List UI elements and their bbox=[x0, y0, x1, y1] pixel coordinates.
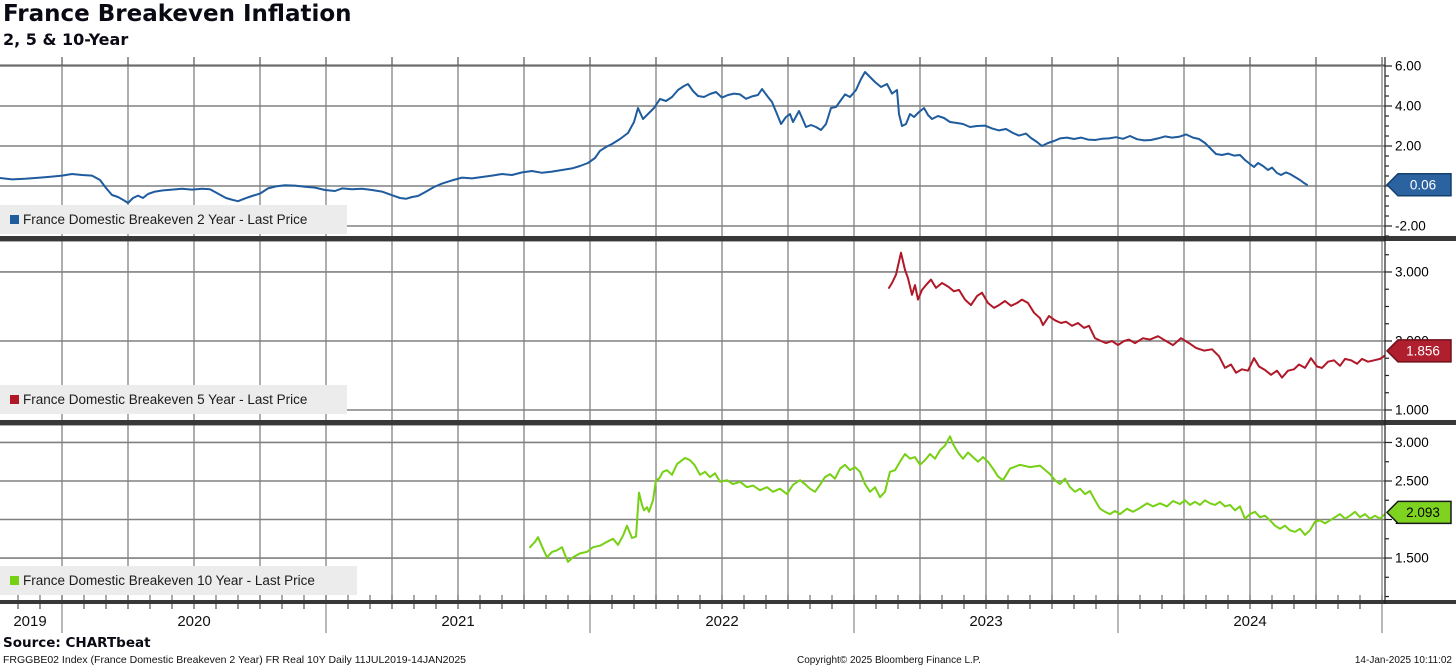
chart-title: France Breakeven Inflation bbox=[3, 1, 352, 27]
series-line-2 bbox=[888, 251, 1385, 379]
legend-breakeven-5yr: France Domestic Breakeven 5 Year - Last … bbox=[0, 385, 347, 414]
y-axis-label: 1.000 bbox=[1395, 402, 1429, 417]
legend-label: France Domestic Breakeven 10 Year - Last… bbox=[23, 573, 315, 588]
badge-shape bbox=[1385, 173, 1452, 197]
badge-shape bbox=[1385, 500, 1452, 525]
y-axis-label: 3.000 bbox=[1395, 264, 1429, 279]
x-axis-year-label: 2023 bbox=[969, 613, 1002, 630]
series-line-3 bbox=[529, 435, 1385, 563]
legend-swatch-blue-icon bbox=[10, 215, 19, 224]
x-axis-year-label: 2020 bbox=[177, 613, 210, 630]
x-axis-bar bbox=[0, 600, 1456, 604]
y-axis-label: -2.00 bbox=[1395, 219, 1426, 234]
legend-label: France Domestic Breakeven 5 Year - Last … bbox=[23, 392, 308, 407]
x-axis-year-label: 2024 bbox=[1233, 613, 1266, 630]
y-axis-label: 2.00 bbox=[1395, 139, 1421, 154]
y-axis-label: 4.00 bbox=[1395, 99, 1421, 114]
y-axis-label: 1.500 bbox=[1395, 551, 1429, 566]
legend-swatch-green-icon bbox=[10, 576, 19, 585]
badge-shape bbox=[1385, 339, 1452, 363]
security-info: FRGGBE02 Index (France Domestic Breakeve… bbox=[3, 654, 467, 665]
copyright-notice: Copyright© 2025 Bloomberg Finance L.P. bbox=[797, 655, 981, 665]
panel-1: 6.00 4.00 2.00 -2.00 bbox=[0, 59, 1426, 237]
legend-breakeven-10yr: France Domestic Breakeven 10 Year - Last… bbox=[0, 566, 357, 595]
badge-value: 1.856 bbox=[1406, 344, 1440, 359]
source-label: Source: CHARTbeat bbox=[3, 635, 151, 651]
legend-swatch-red-icon bbox=[10, 395, 19, 404]
panel-separator bbox=[0, 420, 1456, 425]
timestamp: 14-Jan-2025 10:11:02 bbox=[1354, 655, 1452, 665]
x-axis-year-label: 2019 bbox=[13, 613, 46, 630]
last-price-badge: 0.06 bbox=[1385, 173, 1452, 197]
y-axis-label: 6.00 bbox=[1395, 59, 1421, 74]
badge-value: 0.06 bbox=[1410, 178, 1436, 193]
y-axis-label: 3.000 bbox=[1395, 435, 1429, 450]
x-axis-year-label: 2021 bbox=[441, 613, 474, 630]
last-price-badge: 1.856 bbox=[1385, 339, 1452, 363]
y-axis-label: 2.500 bbox=[1395, 473, 1429, 488]
series-line-1 bbox=[0, 71, 1308, 204]
x-axis-year-label: 2022 bbox=[705, 613, 738, 630]
legend-breakeven-2yr: France Domestic Breakeven 2 Year - Last … bbox=[0, 205, 347, 234]
chart-subtitle: 2, 5 & 10-Year bbox=[3, 30, 129, 49]
legend-label: France Domestic Breakeven 2 Year - Last … bbox=[23, 212, 308, 227]
panel-separator bbox=[0, 236, 1456, 241]
last-price-badge: 2.093 bbox=[1385, 500, 1452, 525]
badge-value: 2.093 bbox=[1406, 505, 1440, 520]
